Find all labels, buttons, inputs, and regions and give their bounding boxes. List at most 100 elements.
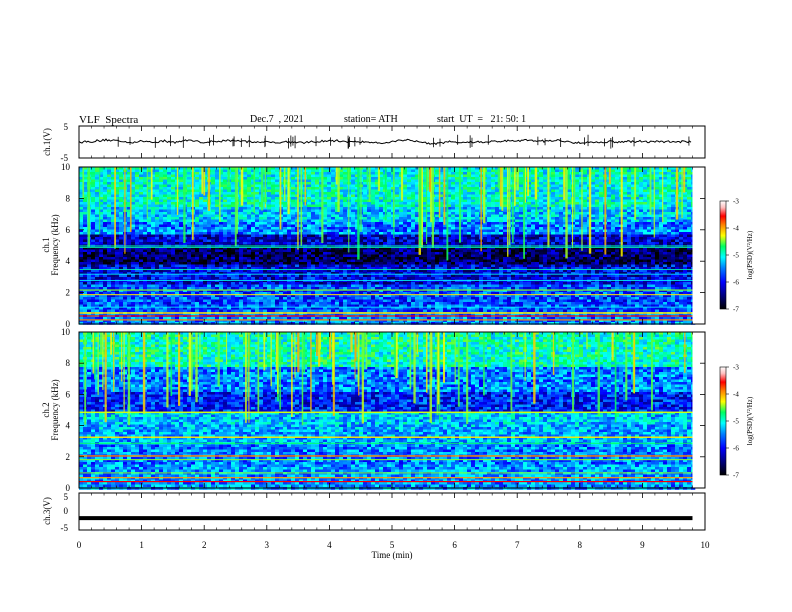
spectrogram-cell (411, 237, 415, 240)
spectrogram-cell (179, 180, 183, 183)
spectrogram-cell (495, 207, 499, 210)
spectrogram-cell (531, 217, 535, 220)
spectrogram-cell (475, 210, 479, 213)
spectrogram-cell (575, 202, 579, 205)
spectrogram-cell (335, 240, 339, 243)
spectrogram-cell (139, 230, 143, 233)
spectrogram-cell (515, 207, 519, 210)
spectrogram-cell (83, 212, 87, 215)
spectrogram-cell (287, 225, 291, 228)
spectrogram-cell (95, 175, 99, 178)
spectrogram-cell (199, 242, 203, 245)
spectrogram-cell (179, 217, 183, 220)
spectrogram-cell (451, 212, 455, 215)
spectrogram-cell (151, 202, 155, 205)
spectrogram-cell (663, 187, 667, 190)
spectrogram-cell (199, 210, 203, 213)
spectrogram-cell (255, 180, 259, 183)
spectrogram-cell (211, 242, 215, 245)
spectrogram-cell (575, 187, 579, 190)
spectrogram-cell (599, 185, 603, 188)
spectrogram-cell (623, 202, 627, 205)
spectrogram-cell (119, 187, 123, 190)
spectrogram-cell (323, 170, 327, 173)
spectrogram-cell (363, 205, 367, 208)
spectrogram-cell (171, 217, 175, 220)
spectrogram-cell (315, 210, 319, 213)
spectrogram-cell (455, 222, 459, 225)
spectrogram-cell (583, 180, 587, 183)
spectrogram-cell (623, 195, 627, 198)
spectrogram-cell (219, 235, 223, 238)
spectrogram-cell (499, 215, 503, 218)
spectrogram-cell (463, 200, 467, 203)
spectrogram-cell (187, 185, 191, 188)
spectrogram-cell (527, 210, 531, 213)
spectrogram-cell (571, 242, 575, 245)
spectrogram-cell (455, 230, 459, 233)
spectrogram-cell (475, 177, 479, 180)
spectrogram-cell (671, 177, 675, 180)
spectrogram-cell (643, 187, 647, 190)
spectrogram-cell (579, 200, 583, 203)
spectrogram-cell (247, 195, 251, 198)
spectrogram-cell (255, 217, 259, 220)
spectrogram-cell (455, 190, 459, 193)
spectrogram-cell (559, 172, 563, 175)
spectrogram-cell (543, 170, 547, 173)
spectrogram-cell (551, 195, 555, 198)
spectrogram-cell (683, 225, 687, 228)
spectrogram-cell (615, 192, 619, 195)
spectrogram-cell (227, 200, 231, 203)
spectrogram-cell (239, 210, 243, 213)
spectrogram-cell (291, 192, 295, 195)
spectrogram-cell (655, 222, 659, 225)
spectrogram-cell (231, 237, 235, 240)
spectrogram-cell (275, 240, 279, 243)
spectrogram-cell (551, 202, 555, 205)
spectrogram-cell (375, 207, 379, 210)
spectrogram-cell (343, 185, 347, 188)
spectrogram-cell (107, 220, 111, 223)
spectrogram-cell (251, 230, 255, 233)
spectrogram-cell (679, 242, 683, 245)
spectrogram-cell (403, 182, 407, 185)
spectrogram-cell (195, 210, 199, 213)
spectrogram-cell (247, 180, 251, 183)
spectrogram-cell (339, 215, 343, 218)
spectrogram-cell (143, 185, 147, 188)
spectrogram-cell (291, 232, 295, 235)
spectrogram-cell (519, 177, 523, 180)
spectrogram-cell (451, 197, 455, 200)
spectrogram-cell (671, 195, 675, 198)
spectrogram-cell (663, 232, 667, 235)
spectrogram-cell (687, 217, 691, 220)
spectrogram-cell (279, 242, 283, 245)
spectrogram-cell (579, 217, 583, 220)
spectrogram-cell (503, 225, 507, 228)
spectrogram-cell (559, 210, 563, 213)
spectrogram-cell (495, 195, 499, 198)
spectrogram-cell (167, 180, 171, 183)
spectrogram-cell (231, 240, 235, 243)
spectrogram-cell (167, 230, 171, 233)
spectrogram-cell (475, 212, 479, 215)
spectrogram-cell (95, 230, 99, 233)
spectrogram-cell (615, 195, 619, 198)
spectrogram-cell (275, 177, 279, 180)
spectrogram-cell (283, 242, 287, 245)
spectrogram-cell (531, 232, 535, 235)
spectrogram-cell (307, 220, 311, 223)
spectrogram-cell (103, 180, 107, 183)
spectrogram-cell (371, 205, 375, 208)
spectrogram-cell (327, 185, 331, 188)
spectrogram-cell (159, 180, 163, 183)
spectrogram-cell (675, 220, 679, 223)
spectrogram-cell (467, 242, 471, 245)
spectrogram-cell (687, 200, 691, 203)
spectrogram-cell (147, 220, 151, 223)
spectrogram-cell (255, 237, 259, 240)
spectrogram-cell (271, 240, 275, 243)
spectrogram-cell (643, 170, 647, 173)
spectrogram-cell (395, 217, 399, 220)
